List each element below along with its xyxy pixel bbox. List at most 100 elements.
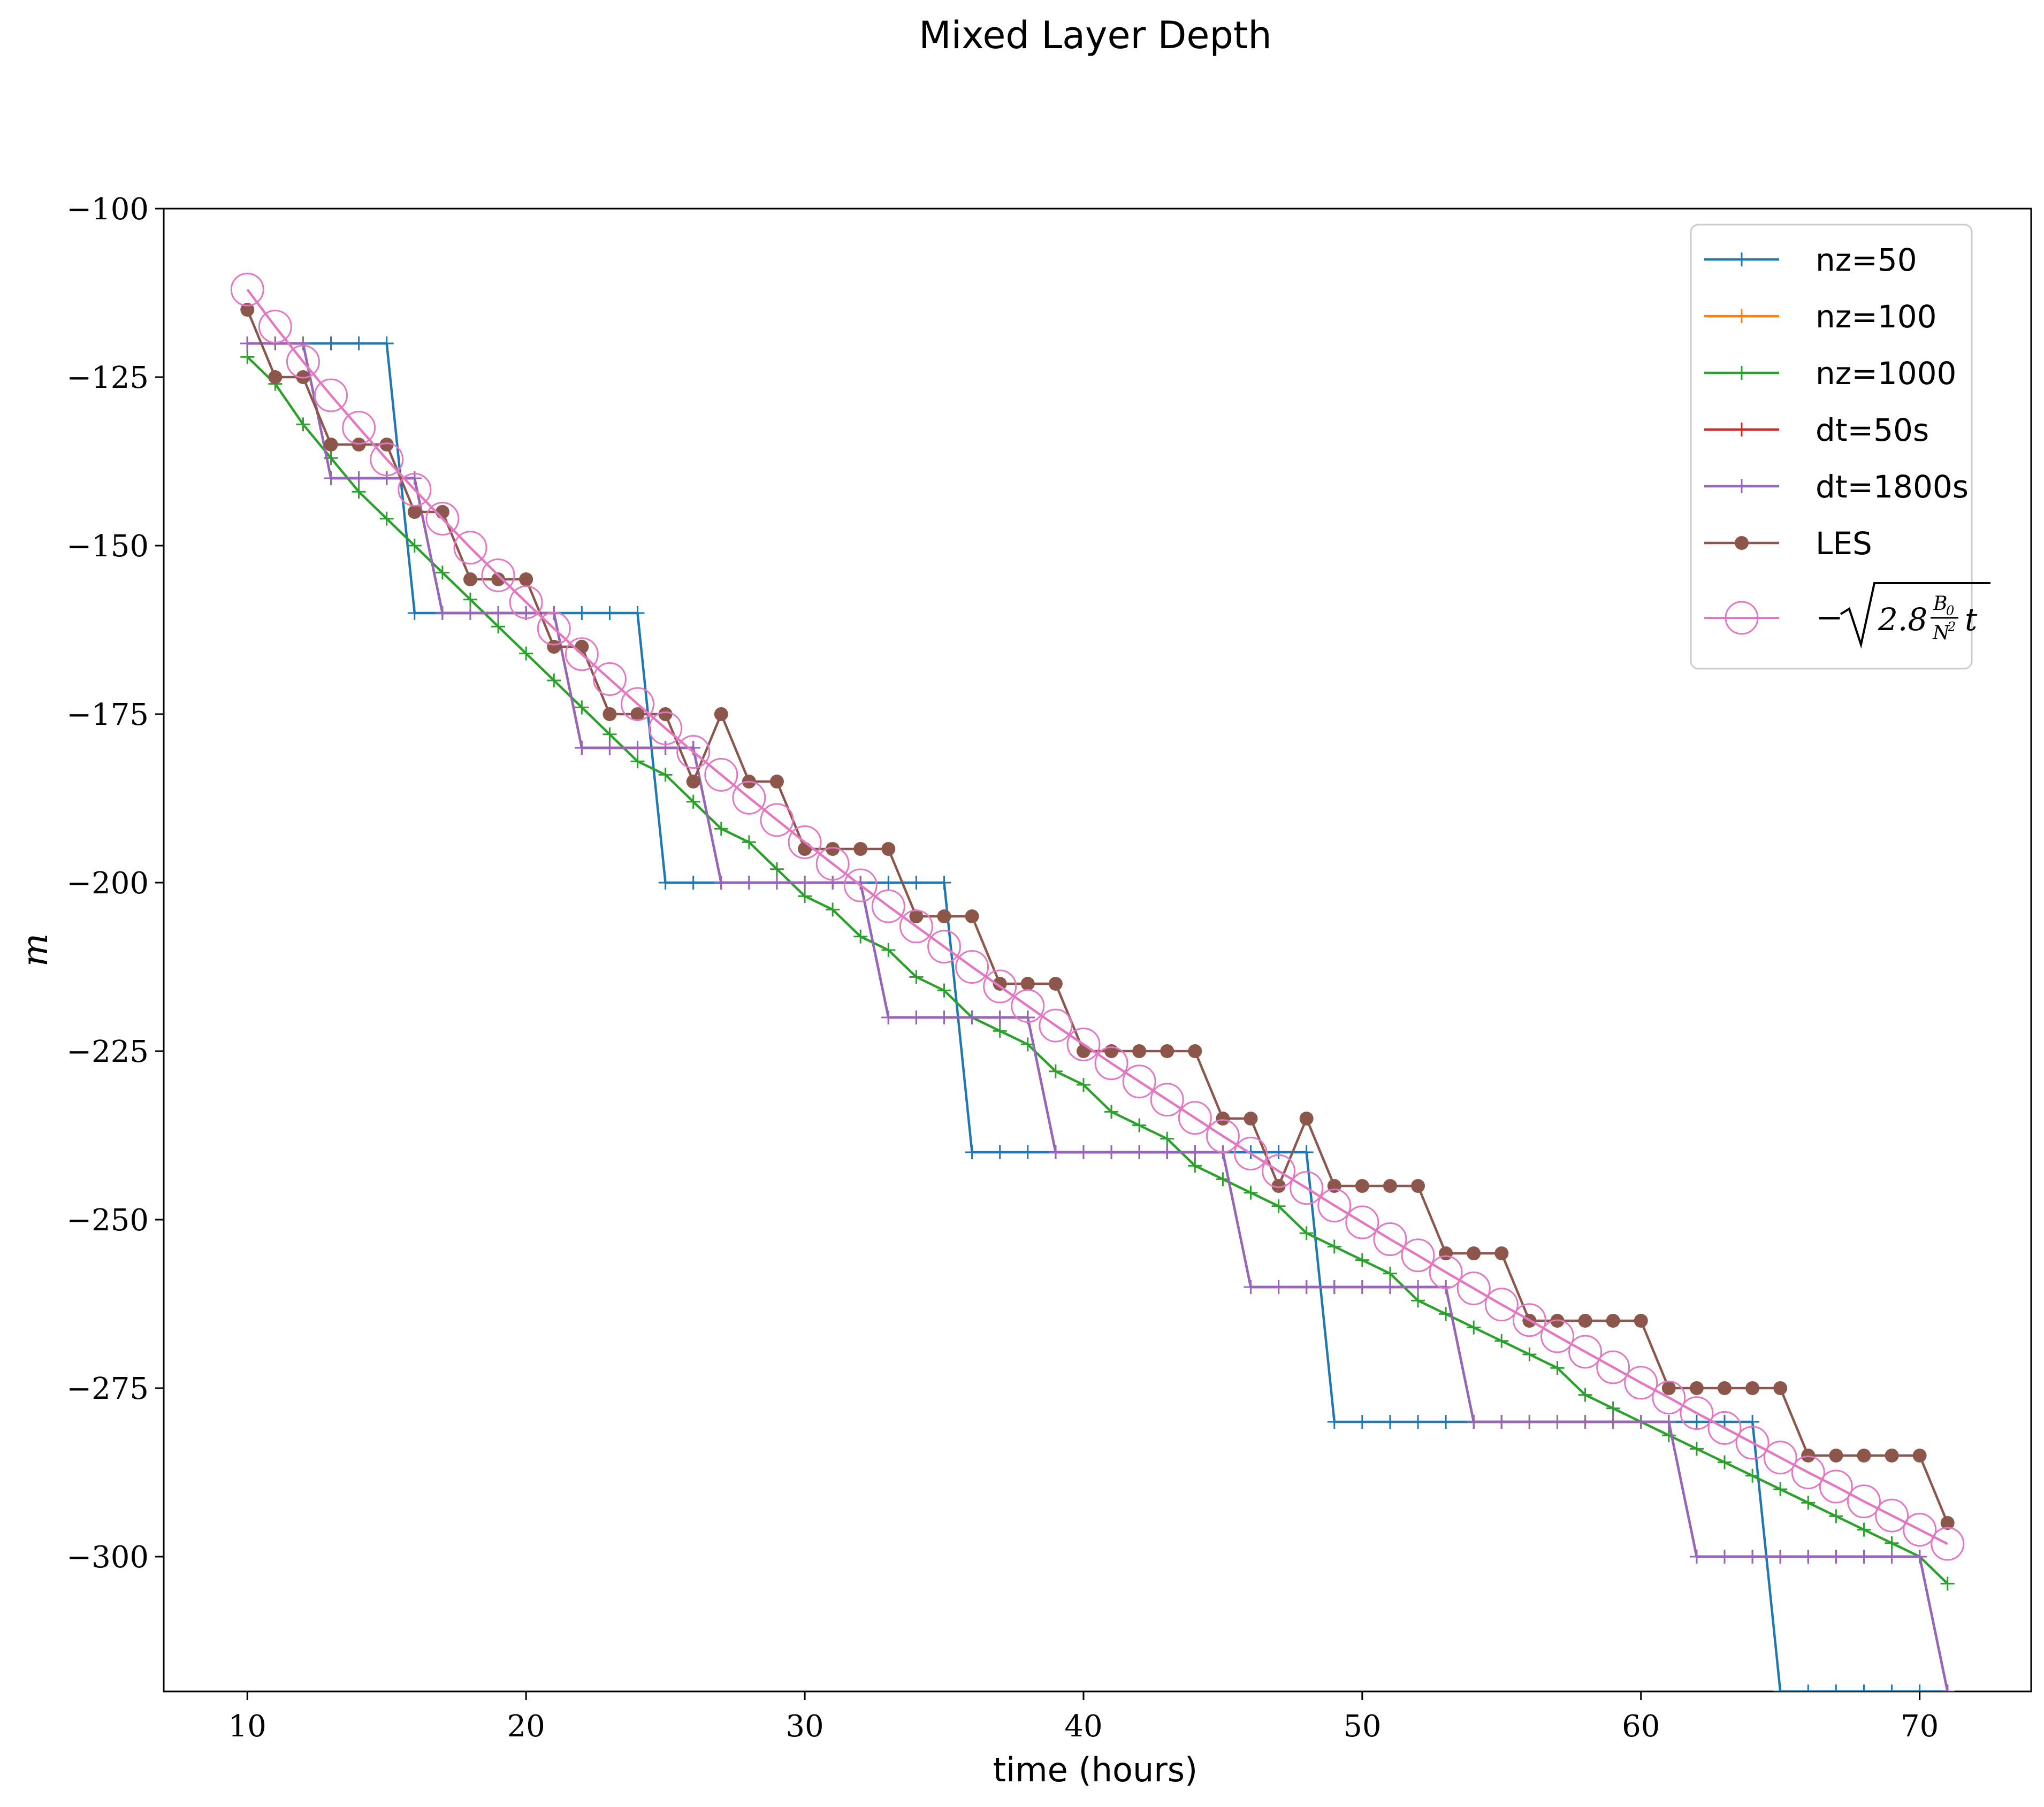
x-tick-label: 10	[228, 1709, 266, 1744]
data-point	[1903, 1513, 1937, 1547]
data-point	[1216, 1112, 1230, 1125]
data-point	[1122, 1065, 1156, 1099]
series-nz-1000	[240, 350, 1955, 1591]
data-point	[1244, 1112, 1258, 1125]
plot-area-frame	[163, 208, 2032, 1693]
legend-marker	[1735, 536, 1749, 550]
data-point	[491, 572, 506, 586]
data-point	[1076, 1078, 1090, 1092]
data-point	[1885, 1550, 1899, 1564]
data-point	[1912, 1685, 1927, 1691]
data-point	[881, 876, 896, 890]
data-point	[853, 929, 868, 944]
data-point	[324, 438, 338, 451]
legend-label: dt=1800s	[1816, 469, 1969, 505]
legend-entry-dt-1800s: dt=1800s	[1704, 469, 1969, 505]
data-point	[398, 472, 432, 507]
data-point	[1345, 1205, 1379, 1239]
data-point	[324, 336, 338, 350]
data-point	[1355, 1253, 1369, 1267]
data-point	[1857, 1685, 1871, 1691]
data-point	[240, 336, 255, 350]
data-point	[658, 741, 673, 755]
data-point	[686, 876, 700, 890]
data-point	[1578, 1388, 1592, 1402]
data-point	[1745, 1381, 1760, 1395]
sqrt-sign	[1840, 582, 1990, 649]
formula-denominator: N	[1932, 622, 1950, 644]
chart-title: Mixed Layer Depth	[919, 13, 1272, 57]
data-point	[993, 1145, 1007, 1159]
data-point	[788, 825, 822, 859]
formula-denominator-superscript: 2	[1947, 619, 1956, 634]
data-point	[937, 909, 951, 923]
data-point	[1512, 1303, 1546, 1337]
data-point	[798, 842, 812, 856]
data-point	[1763, 1441, 1797, 1475]
data-point	[1661, 1428, 1676, 1443]
data-point	[826, 876, 840, 890]
data-point	[843, 868, 878, 902]
data-point	[407, 606, 422, 620]
data-point	[1735, 1426, 1770, 1460]
formula-numerator-subscript: 0	[1946, 603, 1954, 618]
data-point	[537, 611, 571, 646]
data-point	[1299, 1112, 1314, 1125]
data-point	[240, 350, 255, 364]
data-point	[798, 889, 812, 904]
legend-label: nz=100	[1816, 298, 1937, 335]
data-point	[491, 606, 506, 620]
x-axis-ticks: 10 20 30 40 50 60 70	[228, 1691, 1939, 1744]
data-point	[1718, 1415, 1732, 1429]
data-point	[1355, 1280, 1369, 1294]
data-point	[286, 344, 320, 379]
data-point	[1039, 1008, 1073, 1043]
data-point	[983, 969, 1017, 1004]
data-point	[1912, 1550, 1927, 1564]
data-point	[899, 909, 933, 944]
data-point	[676, 735, 711, 769]
data-point	[352, 485, 366, 499]
data-point	[909, 909, 924, 923]
data-point	[1606, 1314, 1620, 1328]
x-tick-label: 40	[1064, 1709, 1102, 1744]
data-point	[379, 438, 394, 451]
data-point	[1271, 1145, 1286, 1159]
legend-formula-entry: − 2.8 B 0 N 2 t	[1704, 582, 1990, 649]
data-point	[1048, 977, 1063, 991]
data-point	[1048, 1064, 1063, 1078]
data-point	[621, 687, 655, 721]
data-point	[1178, 1101, 1212, 1135]
data-point	[826, 842, 840, 856]
data-point	[1411, 1415, 1425, 1429]
data-point	[649, 711, 683, 745]
data-point	[1188, 1145, 1202, 1159]
x-tick-label: 20	[507, 1709, 545, 1744]
y-tick-label: −225	[66, 1035, 149, 1069]
data-point	[1327, 1415, 1341, 1429]
data-point	[853, 842, 868, 856]
data-point	[1401, 1238, 1435, 1273]
data-point	[993, 977, 1007, 991]
data-point	[760, 803, 794, 837]
data-point	[1745, 1468, 1760, 1483]
data-point	[1689, 1550, 1704, 1564]
data-point	[1011, 989, 1045, 1023]
data-point	[1522, 1415, 1537, 1429]
data-point	[1494, 1246, 1509, 1260]
data-point	[1931, 1527, 1965, 1561]
legend-marker	[1735, 366, 1749, 380]
data-point	[519, 572, 533, 586]
data-point	[1857, 1522, 1871, 1537]
data-point	[1634, 1415, 1648, 1429]
data-point	[602, 707, 617, 721]
data-point	[342, 411, 376, 445]
data-point	[1661, 1381, 1676, 1395]
data-point	[658, 707, 673, 721]
data-point	[1439, 1246, 1453, 1260]
data-point	[230, 272, 264, 307]
data-point	[575, 640, 589, 654]
data-point	[1940, 1685, 1955, 1691]
data-point	[1494, 1415, 1509, 1429]
data-point	[1299, 1145, 1314, 1159]
